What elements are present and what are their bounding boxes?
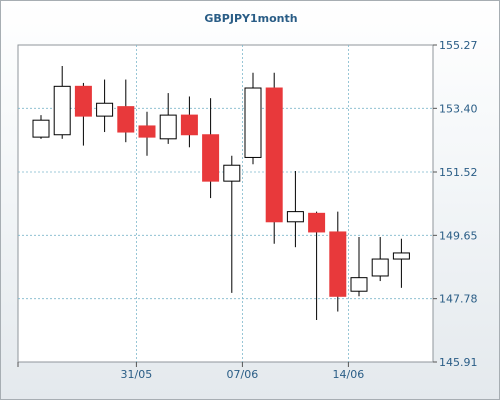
y-tick-label: 155.27 [439, 39, 478, 52]
y-tick-label: 149.65 [439, 229, 478, 242]
candles [32, 65, 410, 321]
candle-down [202, 134, 220, 182]
candle-up [32, 119, 50, 138]
candle-up [371, 258, 389, 277]
candle-down [180, 114, 198, 136]
x-tick-label: 07/06 [227, 368, 259, 381]
candle-down [74, 85, 92, 117]
candle-up [96, 102, 114, 117]
candle-up [286, 211, 304, 223]
candle-up [350, 277, 368, 292]
y-tick-label: 153.40 [439, 102, 478, 115]
candle-down [329, 231, 347, 297]
candle-down [138, 125, 156, 138]
chart-title: GBPJPY1month [204, 12, 297, 25]
y-tick-label: 145.91 [439, 356, 478, 369]
candle-down [308, 212, 326, 233]
y-tick-label: 147.78 [439, 293, 478, 306]
candle-up [159, 114, 177, 140]
candle-up [244, 87, 262, 158]
x-tick-label: 14/06 [333, 368, 365, 381]
candle-up [223, 164, 241, 182]
candle-down [265, 87, 283, 223]
axes: 155.27 153.40 151.52 149.65 147.78 145.91 31/0… [17, 39, 478, 381]
candle-up [392, 252, 410, 260]
candle-up [53, 85, 71, 136]
x-tick-label: 31/05 [121, 368, 153, 381]
y-tick-label: 151.52 [439, 166, 478, 179]
candle-down [117, 106, 135, 133]
